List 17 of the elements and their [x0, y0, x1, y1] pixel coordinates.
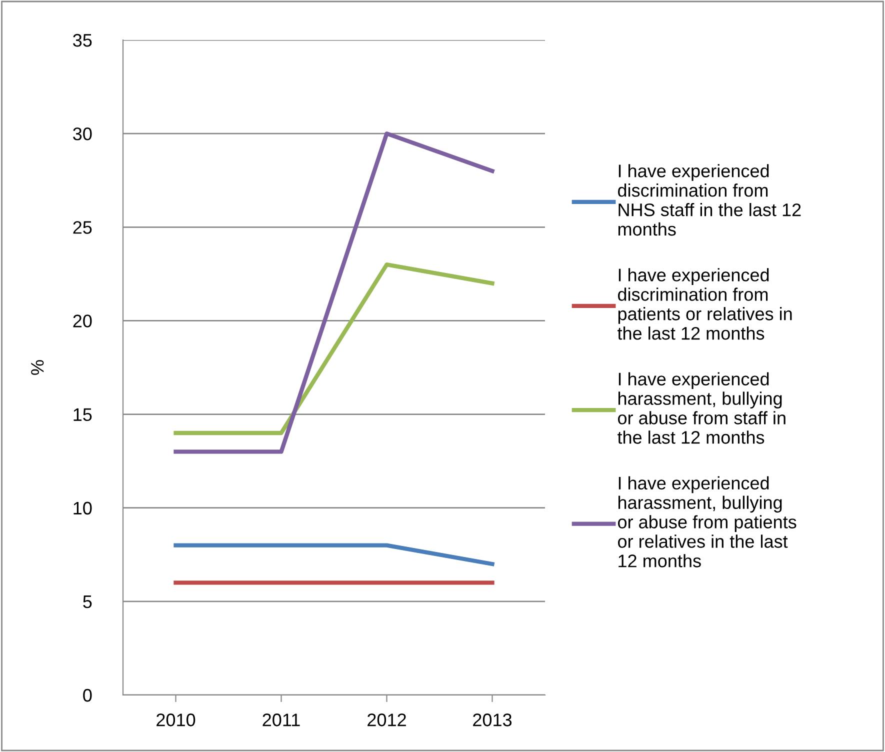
y-tick-label: 10 [74, 502, 92, 515]
legend-label: I have experienced discrimination from patients or relatives in the last 12 months [618, 268, 792, 340]
y-tick-label: 15 [74, 408, 92, 422]
y-tick-label: 20 [73, 314, 92, 328]
y-tick-label: 25 [73, 221, 92, 234]
y-axis-title: % [31, 360, 44, 375]
x-tick-label: 2011 [262, 714, 300, 726]
x-tick-label: 2012 [368, 714, 406, 726]
x-tick-label: 2010 [156, 714, 196, 726]
legend-label: I have experienced discrimination from NHS staff in the last 12 months [618, 164, 801, 236]
y-tick-label: 5 [83, 596, 92, 608]
y-tick-label: 30 [73, 128, 92, 140]
y-tick-label: 0 [83, 688, 92, 702]
y-tick-label: 35 [73, 34, 92, 47]
x-tick-label: 2013 [473, 714, 512, 726]
legend-label: I have experienced harassment, bullying or abuse from staff in the last 12 months [618, 372, 786, 444]
legend-label: I have experienced harassment, bullying or abuse from patients or relatives in the last 12 months [618, 476, 796, 568]
